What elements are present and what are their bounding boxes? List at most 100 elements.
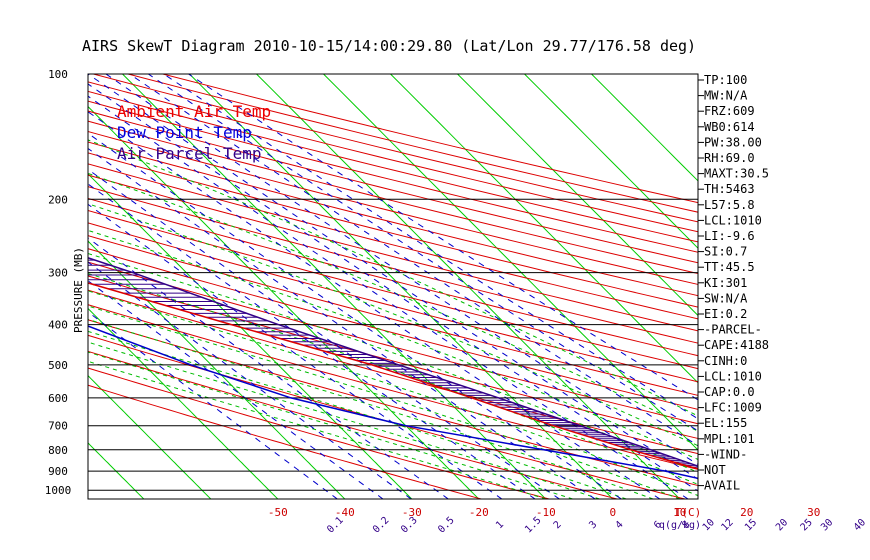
moist-adiabat-line: [88, 139, 698, 417]
mixing-ratio-label: 30: [819, 517, 835, 533]
dry-adiabat-line: [88, 141, 698, 297]
dry-adiabat-line: [88, 174, 698, 332]
dry-adiabat-line: [88, 235, 698, 396]
mixing-ratio-line: [88, 203, 503, 499]
plot-border: [87, 73, 699, 500]
isotherm-line: [255, 74, 681, 499]
mixing-ratio-line: [129, 74, 698, 447]
pressure-tick-label: 200: [48, 193, 68, 206]
isotherm-line: [88, 374, 212, 499]
mixing-ratio-lines: [88, 74, 698, 499]
index-item: RH:69.0: [704, 151, 755, 165]
y-axis-label: PRESSURE (MB): [72, 247, 85, 333]
bottom-temp-tick-label: -40: [335, 506, 355, 519]
pressure-tick-label: 600: [48, 392, 68, 405]
legend: Ambient Air Temp Dew Point Temp Air Parcel…: [117, 102, 271, 163]
index-item: PW:38.00: [704, 135, 762, 149]
index-item: EI:0.2: [704, 307, 747, 321]
pressure-tick-label: 400: [48, 319, 68, 332]
legend-entry: Ambient Air Temp: [117, 102, 271, 121]
isotherm-line: [121, 74, 547, 499]
moist-adiabat-line: [88, 330, 627, 499]
bottom-temp-unit: T(C): [675, 506, 702, 519]
bottom-temp-tick-label: -10: [536, 506, 556, 519]
bottom-temp-tick-label: -30: [402, 506, 422, 519]
profile-lines: [88, 257, 698, 480]
mixing-ratio-unit: q(g/kg): [659, 520, 701, 531]
pressure-tick-label: 300: [48, 267, 68, 280]
legend-entry: Dew Point Temp: [117, 123, 252, 142]
bottom-temp-tick-label: -20: [469, 506, 489, 519]
dry-adiabat-line: [88, 130, 698, 285]
mixing-ratio-line: [188, 74, 698, 401]
mixing-ratio-line: [88, 132, 622, 499]
pressure-tick-label: 700: [48, 420, 68, 433]
index-item: LCL:1010: [704, 369, 762, 383]
mixing-ratio-label: 4: [614, 519, 626, 531]
isotherm-line: [456, 74, 698, 317]
mixing-ratio-line: [163, 74, 698, 420]
moist-adiabat-line: [88, 341, 600, 499]
series-line-air-parcel-temp: [88, 257, 698, 467]
dry-adiabat-line: [88, 100, 698, 253]
mixing-ratio-line: [88, 261, 412, 499]
mixing-ratio-line: [88, 183, 536, 499]
bottom-temp-tick-label: 20: [740, 506, 753, 519]
dry-adiabat-line: [88, 261, 698, 425]
dry-adiabat-line: [88, 163, 698, 320]
pressure-tick-label: 100: [48, 68, 68, 81]
index-item: AVAIL: [704, 479, 740, 493]
index-item: SW:N/A: [704, 291, 748, 305]
index-item: SI:0.7: [704, 245, 747, 259]
index-item: LFC:1009: [704, 401, 762, 415]
mixing-ratio-label: 40: [852, 517, 868, 533]
series-line-ambient-air-temp: [88, 282, 698, 470]
dry-adiabat-line: [88, 110, 698, 264]
index-item: KI:301: [704, 276, 747, 290]
bottom-temp-tick-label: 30: [807, 506, 820, 519]
chart-title: AIRS SkewT Diagram 2010-10-15/14:00:29.8…: [82, 37, 696, 55]
index-item: EL:155: [704, 416, 747, 430]
plot-frame: [87, 73, 699, 500]
bottom-temp-tick-label: 0: [609, 506, 616, 519]
index-item: CINH:0: [704, 354, 747, 368]
isotherm-line: [322, 74, 698, 451]
mixing-ratio-label: 12: [719, 517, 735, 533]
mixing-ratio-label: 3: [587, 519, 599, 531]
moist-adiabat-line: [88, 351, 573, 499]
bottom-temp-tick-label: -50: [268, 506, 288, 519]
dry-adiabat-line: [88, 248, 698, 410]
index-item: -WIND-: [704, 447, 747, 461]
mixing-ratio-label: 1: [494, 519, 506, 531]
pressure-tick-label: 500: [48, 359, 68, 372]
index-item: L57:5.8: [704, 198, 755, 212]
moist-adiabat-line: [88, 318, 654, 499]
index-item: -PARCEL-: [704, 323, 762, 337]
mixing-ratio-label: 25: [799, 517, 815, 533]
index-item: TT:45.5: [704, 260, 755, 274]
dry-adiabat-line: [88, 120, 698, 275]
series-line-dew-point-temp: [88, 325, 698, 480]
mixing-ratio-label: 15: [743, 517, 759, 533]
mixing-ratio-line: [88, 147, 596, 499]
mixing-ratio-line: [88, 311, 338, 499]
dry-adiabat-line: [88, 275, 698, 440]
mixing-ratio-line: [88, 237, 449, 499]
moist-adiabat-line: [88, 229, 698, 460]
index-item: CAPE:4188: [704, 338, 769, 352]
dry-adiabat-line: [88, 152, 698, 308]
pressure-tick-label: 900: [48, 465, 68, 478]
dry-adiabat-line: [88, 186, 698, 344]
index-item: MAXT:30.5: [704, 167, 769, 181]
bottom-temp-tick-label: 10: [673, 506, 686, 519]
index-item: MW:N/A: [704, 89, 748, 103]
index-item: LI:-9.6: [704, 229, 755, 243]
mixing-ratio-label: 20: [774, 517, 790, 533]
mixing-ratio-label: 10: [701, 517, 717, 533]
index-item: NOT: [704, 463, 726, 477]
mixing-ratio-line: [88, 95, 689, 499]
pressure-tick-label: 800: [48, 444, 68, 457]
pressure-tick-label: 1000: [45, 484, 72, 497]
